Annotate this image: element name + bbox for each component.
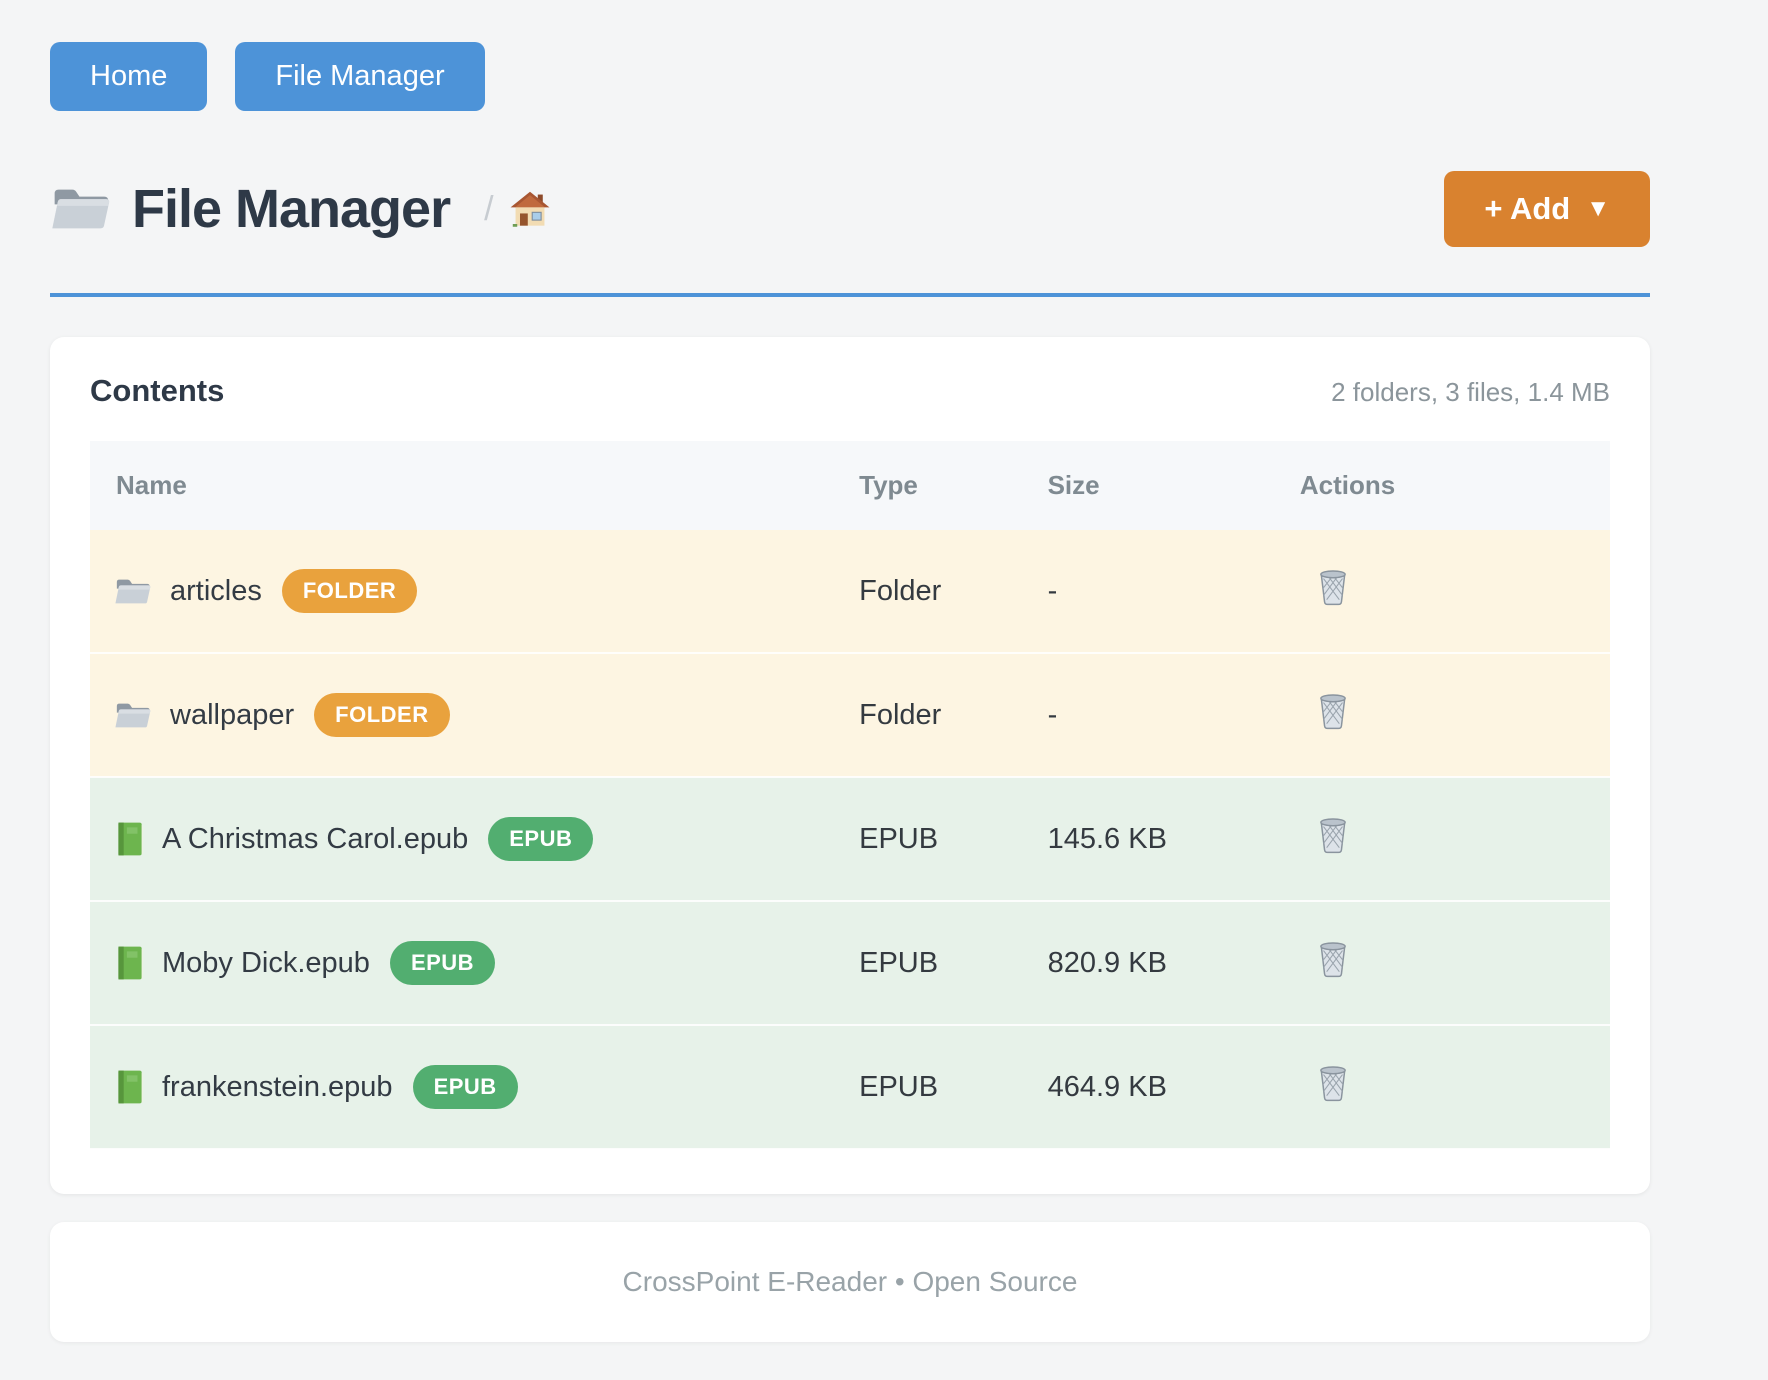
home-icon[interactable] xyxy=(510,190,550,228)
folder-badge: FOLDER xyxy=(281,569,418,613)
file-type: Folder xyxy=(859,530,1048,654)
file-type: EPUB xyxy=(859,901,1048,1026)
file-manager-nav-button[interactable]: File Manager xyxy=(235,42,485,111)
file-size: 464.9 KB xyxy=(1047,1025,1300,1150)
table-header-row: Name Type Size Actions xyxy=(90,441,1610,530)
file-type: Folder xyxy=(859,653,1048,778)
caret-down-icon: ▼ xyxy=(1586,195,1610,222)
contents-title: Contents xyxy=(90,373,225,408)
file-type: EPUB xyxy=(859,1025,1048,1150)
file-name-link[interactable]: wallpaper xyxy=(170,698,295,731)
delete-button[interactable] xyxy=(1316,940,1350,978)
folder-icon xyxy=(50,183,112,235)
column-header-actions: Actions xyxy=(1299,441,1610,530)
column-header-type: Type xyxy=(859,441,1048,530)
epub-badge: EPUB xyxy=(389,941,496,985)
book-icon xyxy=(114,945,144,981)
contents-summary: 2 folders, 3 files, 1.4 MB xyxy=(1331,377,1610,407)
table-row-articles[interactable]: articles FOLDER Folder - xyxy=(90,530,1610,654)
file-size: - xyxy=(1047,530,1300,654)
add-button[interactable]: + Add ▼ xyxy=(1444,171,1650,247)
file-table: Name Type Size Actions xyxy=(90,441,1610,1150)
epub-badge: EPUB xyxy=(488,817,594,861)
file-size: - xyxy=(1047,653,1300,778)
page: Home File Manager File Manager / xyxy=(50,42,1650,1342)
breadcrumb-separator: / xyxy=(484,189,494,228)
home-nav-button[interactable]: Home xyxy=(50,42,208,111)
delete-button[interactable] xyxy=(1316,816,1350,854)
file-name-link[interactable]: A Christmas Carol.epub xyxy=(162,822,469,855)
file-type: EPUB xyxy=(859,777,1048,902)
top-nav: Home File Manager xyxy=(50,42,1650,111)
file-name-link[interactable]: articles xyxy=(170,574,262,607)
book-icon xyxy=(114,821,144,857)
footer-text: CrossPoint E-Reader • Open Source xyxy=(622,1266,1078,1297)
file-name-link[interactable]: frankenstein.epub xyxy=(162,1070,393,1103)
folder-icon xyxy=(114,699,152,732)
delete-button[interactable] xyxy=(1316,568,1350,606)
contents-card: Contents 2 folders, 3 files, 1.4 MB Name… xyxy=(50,337,1650,1194)
book-icon xyxy=(114,1069,144,1105)
page-title: File Manager xyxy=(132,179,451,239)
delete-button[interactable] xyxy=(1316,1064,1350,1102)
table-row-moby-dick[interactable]: Moby Dick.epub EPUB EPUB 820.9 KB xyxy=(90,901,1610,1026)
title-divider xyxy=(50,293,1650,297)
table-row-christmas-carol[interactable]: A Christmas Carol.epub EPUB EPUB 145.6 K… xyxy=(90,777,1610,902)
table-row-frankenstein[interactable]: frankenstein.epub EPUB EPUB 464.9 KB xyxy=(90,1025,1610,1150)
breadcrumb: / xyxy=(484,190,549,229)
column-header-name: Name xyxy=(90,441,860,530)
table-row-wallpaper[interactable]: wallpaper FOLDER Folder - xyxy=(90,653,1610,778)
page-header: File Manager / xyxy=(50,171,1650,247)
file-size: 145.6 KB xyxy=(1047,777,1300,902)
footer: CrossPoint E-Reader • Open Source xyxy=(50,1222,1650,1342)
folder-badge: FOLDER xyxy=(314,693,450,737)
file-name-link[interactable]: Moby Dick.epub xyxy=(162,946,370,979)
delete-button[interactable] xyxy=(1316,692,1350,730)
column-header-size: Size xyxy=(1047,441,1300,530)
folder-icon xyxy=(114,575,152,608)
file-size: 820.9 KB xyxy=(1047,901,1300,1026)
epub-badge: EPUB xyxy=(412,1065,518,1109)
add-button-label: + Add xyxy=(1484,191,1571,226)
